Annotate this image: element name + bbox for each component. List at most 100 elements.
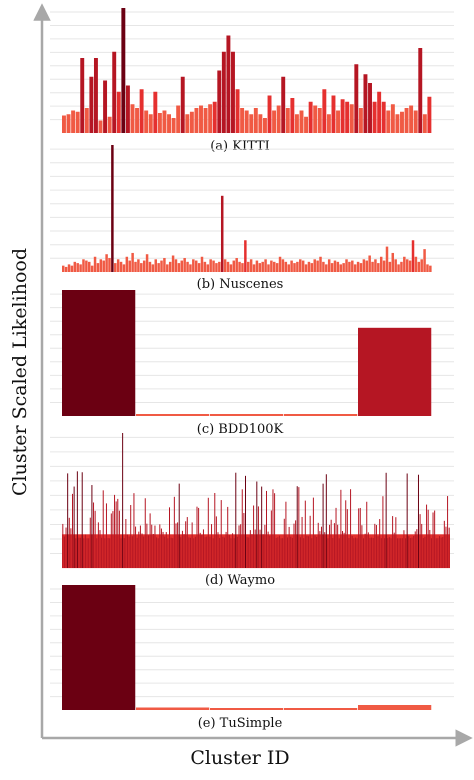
bar <box>192 259 195 272</box>
bar <box>417 261 421 272</box>
bar <box>400 261 403 272</box>
bar <box>353 264 357 272</box>
bar <box>62 115 66 133</box>
bar <box>362 259 366 272</box>
bar <box>404 108 409 133</box>
bar <box>247 261 250 272</box>
panel-5: (e) TuSimple <box>50 585 454 731</box>
bar <box>98 120 103 133</box>
bar <box>231 51 235 133</box>
panel-3: (c) BDD100K <box>50 290 454 437</box>
bar <box>252 264 256 272</box>
bar <box>284 708 358 710</box>
bar <box>125 256 129 272</box>
bar <box>285 108 290 133</box>
bar <box>290 98 295 133</box>
bar <box>345 101 350 133</box>
bar <box>197 263 201 272</box>
bar <box>76 263 79 272</box>
bar <box>174 259 178 272</box>
bar <box>70 265 74 272</box>
bar <box>185 114 190 133</box>
bar <box>374 259 377 272</box>
bar <box>215 263 218 272</box>
bar <box>128 260 131 272</box>
bar <box>223 259 227 272</box>
bar <box>136 707 210 710</box>
bar <box>177 263 181 272</box>
bar <box>395 114 400 133</box>
bar <box>275 263 279 272</box>
bar <box>405 259 409 272</box>
bar <box>244 240 247 272</box>
bar <box>154 259 157 272</box>
bar <box>304 116 309 133</box>
bar <box>171 118 176 133</box>
bar <box>206 264 210 272</box>
bar <box>99 259 103 272</box>
panels: (a) KITTI (b) Nuscenes (c) BDD100K (d) Waym… <box>50 8 454 731</box>
bar <box>121 8 126 133</box>
bar <box>64 266 68 272</box>
bar <box>218 261 221 272</box>
bar <box>394 259 397 272</box>
bar <box>299 259 302 272</box>
bar <box>249 114 254 133</box>
bar <box>145 254 149 272</box>
bar <box>385 246 389 272</box>
bar <box>107 116 112 133</box>
bar <box>85 260 88 272</box>
bar <box>284 261 288 272</box>
bar <box>229 264 233 272</box>
bar <box>290 260 293 272</box>
panel-caption: (d) Waymo <box>205 573 275 588</box>
bar <box>194 260 198 272</box>
bar <box>67 264 71 272</box>
bar <box>108 258 111 272</box>
bar <box>79 264 82 272</box>
bar <box>131 252 134 272</box>
bar <box>112 51 117 133</box>
bar <box>358 705 432 710</box>
bar <box>377 263 380 272</box>
bar <box>390 104 395 133</box>
bar <box>210 708 284 710</box>
panel-caption: (e) TuSimple <box>198 716 283 731</box>
bar <box>183 258 186 272</box>
bar <box>317 108 322 133</box>
bar <box>217 70 222 133</box>
bar <box>96 263 100 272</box>
bar <box>255 260 259 272</box>
bar <box>313 105 318 133</box>
bar <box>409 105 414 133</box>
bar <box>75 111 80 133</box>
bar <box>241 263 244 272</box>
bar <box>418 48 423 133</box>
bar <box>62 265 65 272</box>
bar <box>130 104 135 133</box>
bar <box>340 99 345 133</box>
bar <box>119 261 123 272</box>
bar <box>276 105 281 133</box>
bar <box>349 104 354 133</box>
bar <box>66 114 71 133</box>
bar <box>163 258 166 272</box>
bar <box>322 89 327 133</box>
bar <box>348 261 351 272</box>
bar <box>281 76 286 133</box>
panel-1: (a) KITTI <box>50 8 454 154</box>
bar <box>408 260 412 272</box>
bar <box>151 264 155 272</box>
bar <box>377 91 382 133</box>
bar <box>102 260 105 272</box>
bar <box>287 264 290 272</box>
bar <box>313 259 316 272</box>
bar <box>111 145 114 272</box>
bar <box>403 256 406 272</box>
bar <box>240 108 245 133</box>
bar <box>253 108 258 133</box>
bar <box>422 114 427 133</box>
bar <box>212 101 217 133</box>
bar <box>209 259 212 272</box>
